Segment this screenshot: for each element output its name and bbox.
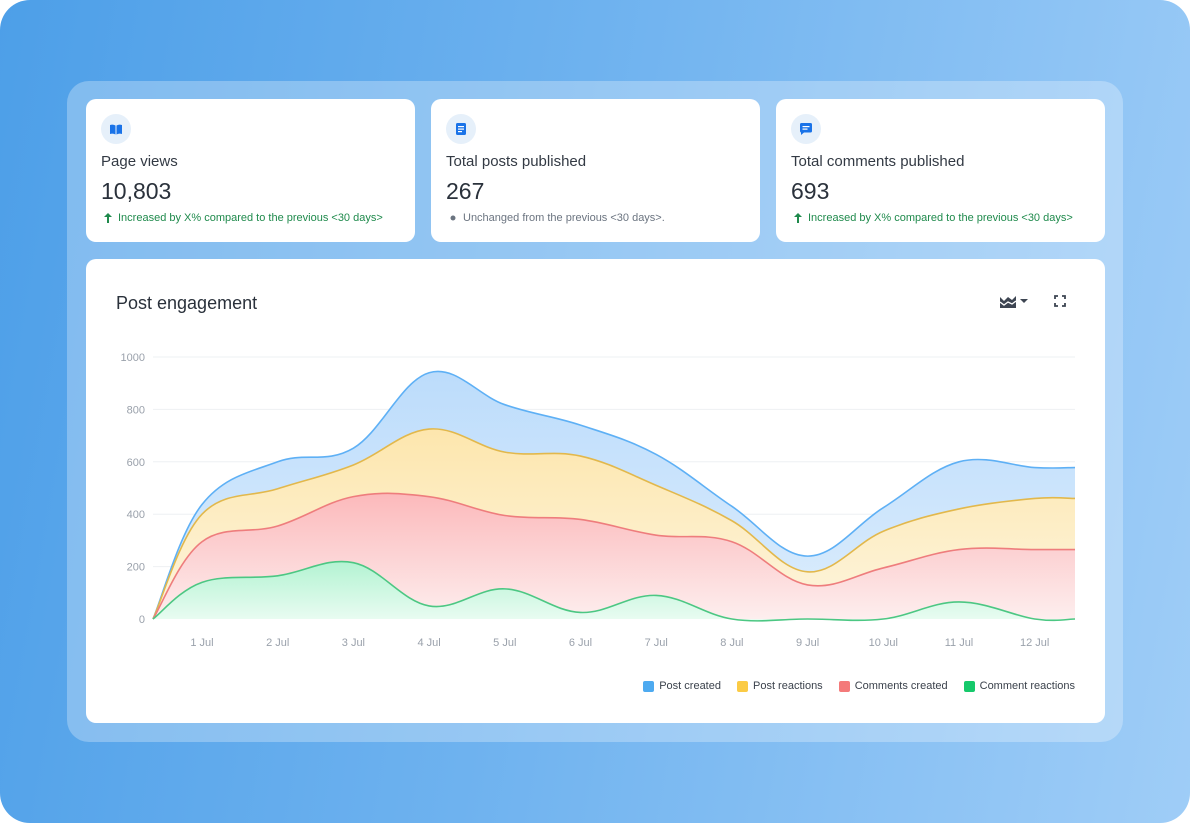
- stat-trend: Increased by X% compared to the previous…: [104, 212, 383, 224]
- fullscreen-button[interactable]: [1054, 295, 1066, 307]
- legend-swatch: [963, 680, 975, 692]
- x-tick-label: 11 Jul: [945, 637, 974, 649]
- x-tick-label: 1 Jul: [190, 637, 213, 649]
- stat-trend-text: Increased by X% compared to the previous…: [808, 212, 1073, 224]
- legend-swatch: [736, 680, 748, 692]
- arrow-up-icon: [104, 213, 112, 223]
- arrow-up-icon: [794, 213, 802, 223]
- legend-label: Comment reactions: [979, 680, 1075, 692]
- stat-trend: Unchanged from the previous <30 days>.: [449, 212, 665, 224]
- post-engagement-card: 0 200 400 600 800 1000 1 Jul 2 Jul 3 Jul 4 Jul 5 J…: [86, 259, 1105, 723]
- legend-item-post-created[interactable]: Post created: [643, 680, 721, 692]
- stat-label: Page views: [101, 153, 178, 170]
- x-tick-label: 6 Jul: [569, 637, 592, 649]
- stat-label: Total comments published: [791, 153, 965, 170]
- legend-item-comment-reactions[interactable]: Comment reactions: [963, 680, 1075, 692]
- y-tick-label: 1000: [121, 352, 145, 364]
- chart-title: Post engagement: [116, 293, 258, 313]
- x-tick-label: 3 Jul: [342, 637, 365, 649]
- legend-swatch: [643, 680, 655, 692]
- chart-type-button[interactable]: [1000, 295, 1028, 308]
- legend-label: Post reactions: [752, 680, 823, 692]
- stat-trend-text: Unchanged from the previous <30 days>.: [463, 212, 665, 224]
- y-tick-label: 600: [127, 457, 145, 469]
- legend-label: Comments created: [854, 680, 948, 692]
- x-tick-label: 4 Jul: [417, 637, 440, 649]
- legend-item-comments-created[interactable]: Comments created: [838, 680, 948, 692]
- y-tick-label: 400: [127, 509, 145, 521]
- line-comments-created: [152, 492, 1075, 620]
- stat-card-total-posts: Total posts published 267 Unchanged from…: [431, 99, 760, 242]
- area-comment-reactions: [153, 561, 1075, 621]
- post-engagement-chart: 0 200 400 600 800 1000 1 Jul 2 Jul 3 Jul 4 Jul 5 J…: [121, 352, 1076, 649]
- line-post-reactions: [152, 428, 1076, 620]
- x-tick-label: 2 Jul: [266, 637, 289, 649]
- x-tick-label: 10 Jul: [869, 637, 898, 649]
- book-open-icon: [101, 114, 131, 144]
- x-tick-label: 12 Jul: [1020, 637, 1049, 649]
- y-tick-label: 200: [127, 562, 145, 574]
- x-tick-label: 8 Jul: [720, 637, 743, 649]
- stat-trend-text: Increased by X% compared to the previous…: [118, 212, 383, 224]
- legend-item-post-reactions[interactable]: Post reactions: [736, 680, 823, 692]
- stat-card-page-views: Page views 10,803 Increased by X% compar…: [86, 99, 415, 242]
- dot-icon: [450, 215, 456, 221]
- legend-label: Post created: [659, 680, 721, 692]
- x-tick-label: 5 Jul: [493, 637, 516, 649]
- chart-legend: Post created Post reactions Comments creat…: [643, 680, 1075, 692]
- stat-value: 267: [446, 178, 485, 204]
- fullscreen-icon: [1054, 295, 1066, 307]
- y-tick-label: 0: [139, 614, 145, 626]
- y-tick-label: 800: [127, 404, 145, 416]
- area-chart-icon: [1000, 296, 1016, 308]
- caret-down-icon: [1020, 299, 1028, 303]
- comment-icon: [791, 114, 821, 144]
- x-tick-label: 9 Jul: [796, 637, 819, 649]
- stat-trend: Increased by X% compared to the previous…: [794, 212, 1073, 224]
- stat-value: 693: [791, 178, 830, 204]
- line-comment-reactions: [152, 560, 1076, 622]
- legend-swatch: [838, 680, 850, 692]
- line-post-created: [152, 370, 1076, 620]
- stat-value: 10,803: [101, 178, 172, 204]
- stat-card-total-comments: Total comments published 693 Increased b…: [776, 99, 1105, 242]
- document-icon: [446, 114, 476, 144]
- x-tick-label: 7 Jul: [645, 637, 668, 649]
- stat-label: Total posts published: [446, 153, 587, 170]
